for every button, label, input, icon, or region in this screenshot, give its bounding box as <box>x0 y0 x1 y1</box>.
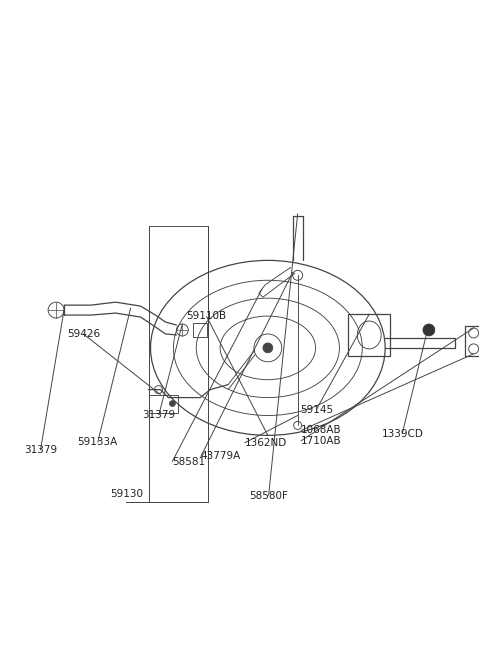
Text: 59110B: 59110B <box>187 311 227 322</box>
Circle shape <box>423 324 435 336</box>
Circle shape <box>169 401 175 407</box>
Text: 58581: 58581 <box>172 457 205 466</box>
Text: 31379: 31379 <box>142 410 175 420</box>
Circle shape <box>263 343 273 353</box>
Text: 1710AB: 1710AB <box>301 436 342 446</box>
Text: 58580F: 58580F <box>249 491 288 500</box>
Text: 43779A: 43779A <box>201 451 241 461</box>
Text: 59145: 59145 <box>300 405 333 415</box>
Text: 1362ND: 1362ND <box>245 438 287 448</box>
Text: 59133A: 59133A <box>78 437 118 447</box>
Text: 1068AB: 1068AB <box>301 425 342 436</box>
Text: 31379: 31379 <box>24 445 57 455</box>
Text: 59130: 59130 <box>110 489 143 499</box>
Text: 59426: 59426 <box>67 329 100 339</box>
Text: 1339CD: 1339CD <box>381 428 423 439</box>
